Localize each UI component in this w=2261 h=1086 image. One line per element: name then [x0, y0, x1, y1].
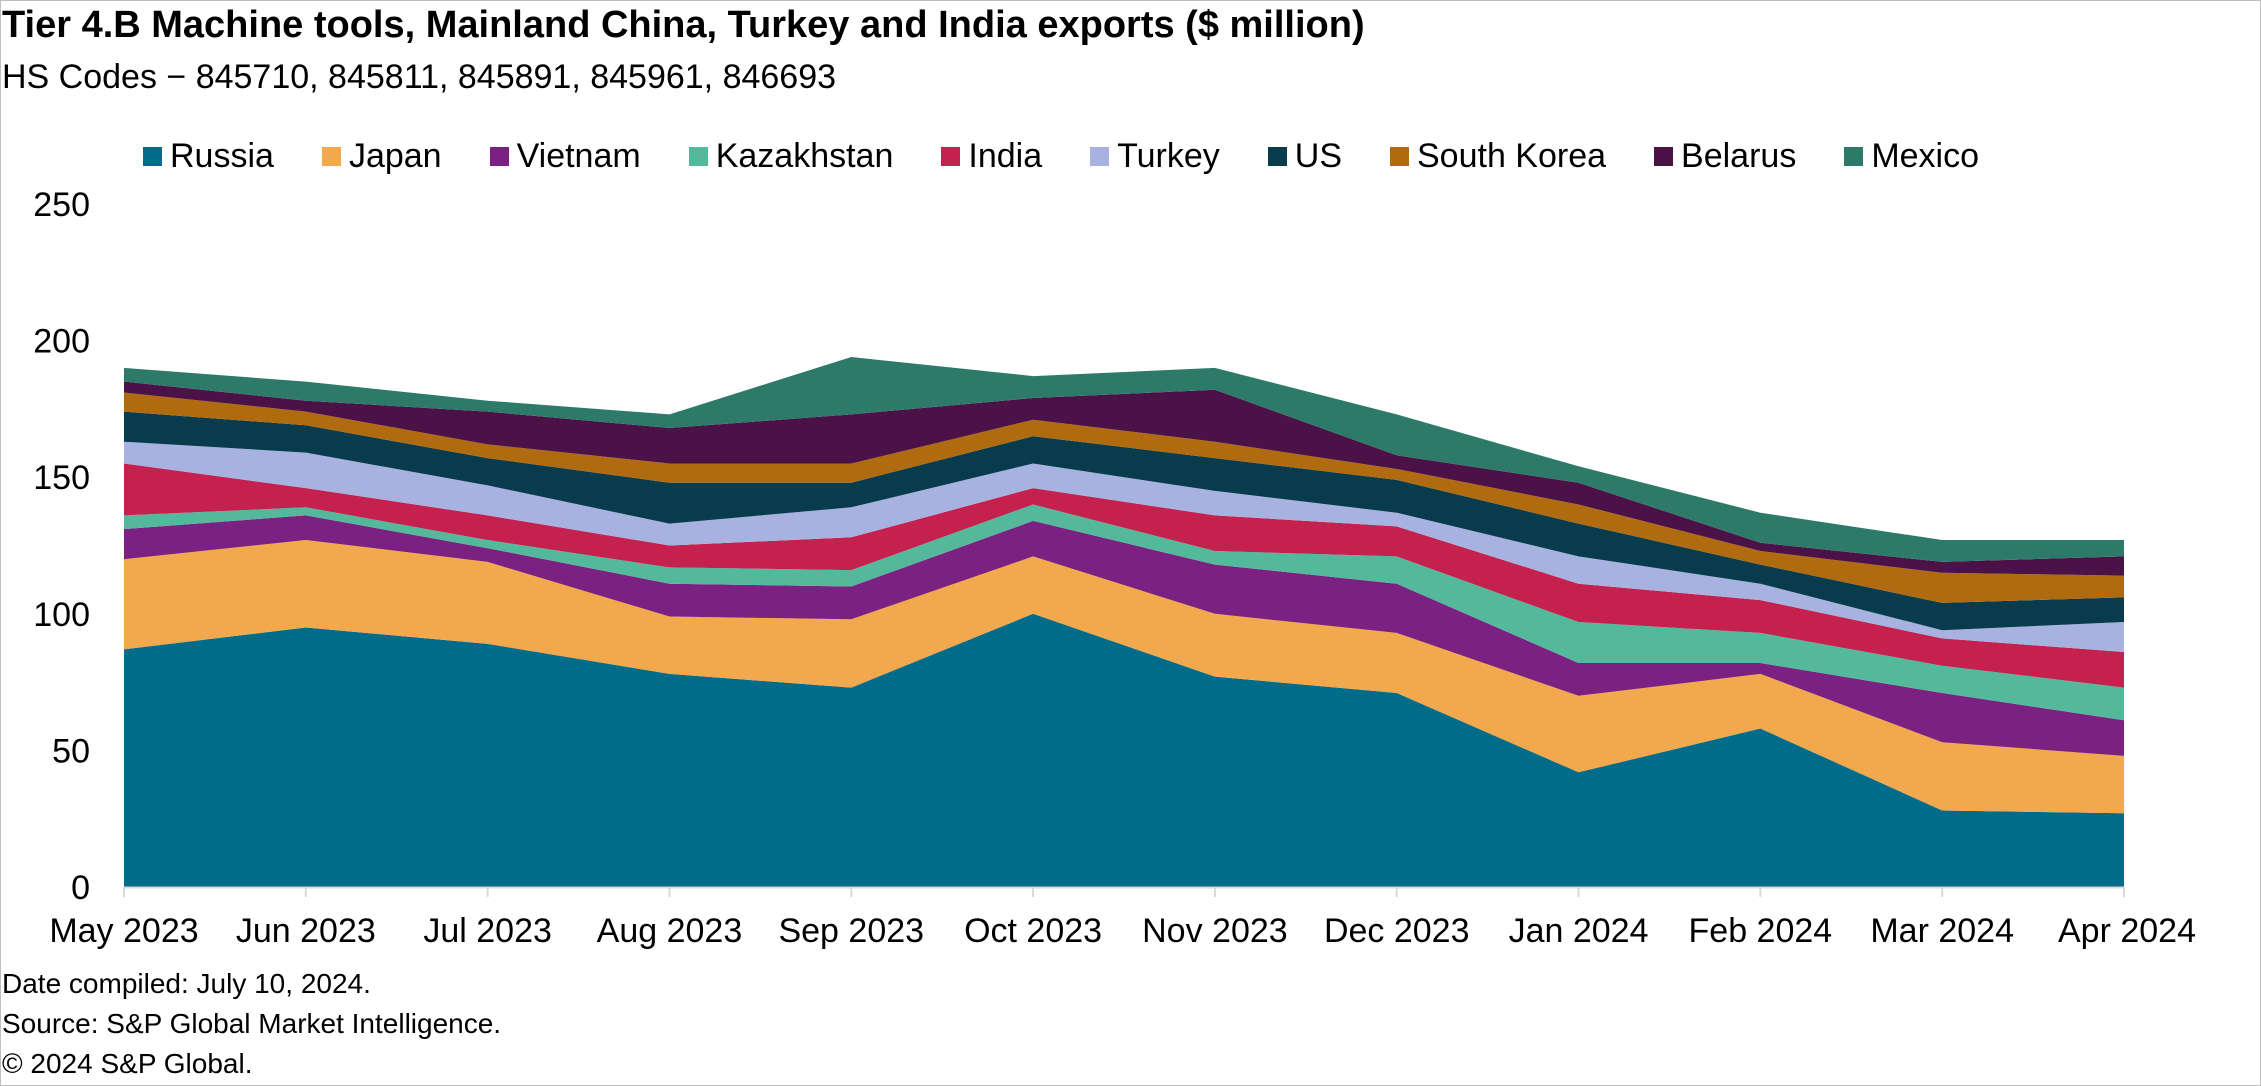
- copyright-note: © 2024 S&P Global.: [2, 1048, 253, 1079]
- x-tick-label: Jan 2024: [1509, 912, 1649, 950]
- legend-label-us: US: [1294, 136, 1342, 175]
- x-tick-label: Aug 2023: [597, 912, 743, 950]
- chart-title: Tier 4.B Machine tools, Mainland China, …: [2, 4, 1365, 46]
- legend-label-vietnam: Vietnam: [516, 136, 641, 175]
- x-tick-label: Apr 2024: [2058, 912, 2196, 950]
- area-series-russia: [124, 613, 2124, 887]
- legend-swatch-mexico: [1844, 146, 1864, 166]
- legend-label-russia: Russia: [170, 136, 274, 175]
- chart-subtitle: HS Codes − 845710, 845811, 845891, 84596…: [2, 58, 837, 96]
- area-series-japan: [124, 540, 2124, 814]
- source-note: Source: S&P Global Market Intelligence.: [2, 1008, 502, 1039]
- x-tick-label: Jul 2023: [423, 912, 552, 950]
- legend-item-mexico: Mexico: [1844, 137, 1979, 176]
- legend-swatch-vietnam: [489, 146, 509, 166]
- y-tick-label: 200: [33, 323, 90, 361]
- area-series-belarus: [124, 381, 2124, 576]
- legend-item-south-korea: South Korea: [1390, 137, 1606, 176]
- legend-label-south-korea: South Korea: [1417, 136, 1607, 175]
- legend-swatch-russia: [143, 146, 162, 166]
- y-tick-label: 100: [33, 596, 90, 634]
- legend-label-mexico: Mexico: [1871, 136, 1980, 175]
- legend-item-us: US: [1267, 136, 1342, 176]
- x-tick-label: Mar 2024: [1870, 912, 2014, 950]
- legend-item-vietnam: Vietnam: [489, 136, 641, 176]
- x-tick-label: Feb 2024: [1689, 912, 1833, 950]
- area-series-india: [124, 463, 2124, 688]
- legend-swatch-south-korea: [1390, 146, 1409, 166]
- legend-swatch-us: [1267, 146, 1287, 166]
- legend-label-belarus: Belarus: [1681, 136, 1797, 175]
- x-tick-label: May 2023: [49, 912, 198, 950]
- y-tick-label: 0: [71, 869, 90, 907]
- legend-label-india: India: [968, 136, 1043, 175]
- area-series-south-korea: [124, 392, 2124, 603]
- legend-swatch-belarus: [1654, 146, 1674, 166]
- legend-swatch-india: [941, 146, 961, 166]
- area-series-turkey: [124, 441, 2124, 652]
- legend-label-turkey: Turkey: [1117, 136, 1220, 175]
- legend-item-turkey: Turkey: [1090, 137, 1220, 176]
- legend-item-india: India: [941, 137, 1042, 176]
- y-tick-label: 150: [33, 459, 90, 497]
- chart-legend: Russia Japan Vietnam Kazakhstan India Turkey U…: [143, 134, 1979, 178]
- legend-item-russia: Russia: [143, 137, 274, 176]
- x-tick-label: Dec 2023: [1324, 912, 1470, 950]
- legend-label-kazakhstan: Kazakhstan: [715, 136, 894, 175]
- area-series-mexico: [124, 357, 2124, 562]
- legend-label-japan: Japan: [348, 136, 442, 175]
- y-tick-label: 250: [33, 186, 90, 224]
- x-tick-label: Nov 2023: [1142, 912, 1288, 950]
- legend-item-belarus: Belarus: [1654, 137, 1796, 176]
- y-tick-label: 50: [52, 732, 90, 770]
- legend-swatch-kazakhstan: [688, 146, 708, 166]
- legend-swatch-japan: [321, 146, 341, 166]
- legend-item-kazakhstan: Kazakhstan: [688, 136, 894, 176]
- x-tick-label: Oct 2023: [964, 912, 1102, 950]
- legend-swatch-turkey: [1090, 146, 1110, 166]
- x-tick-label: Sep 2023: [778, 912, 924, 950]
- legend-item-japan: Japan: [321, 136, 442, 176]
- area-series-us: [124, 411, 2124, 631]
- date-compiled: Date compiled: July 10, 2024.: [2, 968, 371, 999]
- area-series-vietnam: [124, 515, 2124, 756]
- x-tick-label: Jun 2023: [236, 912, 376, 950]
